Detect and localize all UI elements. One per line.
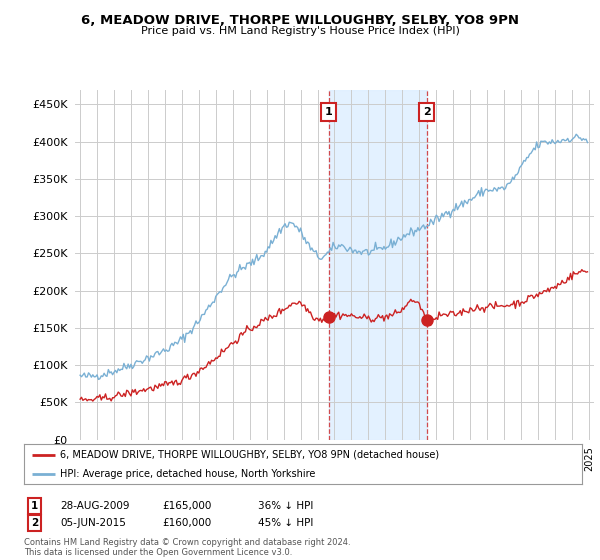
Text: 36% ↓ HPI: 36% ↓ HPI <box>258 501 313 511</box>
Text: £165,000: £165,000 <box>162 501 211 511</box>
Text: 2: 2 <box>31 518 38 528</box>
Text: 28-AUG-2009: 28-AUG-2009 <box>60 501 130 511</box>
Text: 45% ↓ HPI: 45% ↓ HPI <box>258 518 313 528</box>
Text: £160,000: £160,000 <box>162 518 211 528</box>
Text: HPI: Average price, detached house, North Yorkshire: HPI: Average price, detached house, Nort… <box>60 469 316 478</box>
Text: 05-JUN-2015: 05-JUN-2015 <box>60 518 126 528</box>
Text: Price paid vs. HM Land Registry's House Price Index (HPI): Price paid vs. HM Land Registry's House … <box>140 26 460 36</box>
Text: 6, MEADOW DRIVE, THORPE WILLOUGHBY, SELBY, YO8 9PN (detached house): 6, MEADOW DRIVE, THORPE WILLOUGHBY, SELB… <box>60 450 439 460</box>
Text: 2: 2 <box>423 108 430 118</box>
Text: 1: 1 <box>325 108 332 118</box>
Bar <box>329 90 427 440</box>
Text: Contains HM Land Registry data © Crown copyright and database right 2024.
This d: Contains HM Land Registry data © Crown c… <box>24 538 350 557</box>
Text: 1: 1 <box>31 501 38 511</box>
Text: 6, MEADOW DRIVE, THORPE WILLOUGHBY, SELBY, YO8 9PN: 6, MEADOW DRIVE, THORPE WILLOUGHBY, SELB… <box>81 14 519 27</box>
